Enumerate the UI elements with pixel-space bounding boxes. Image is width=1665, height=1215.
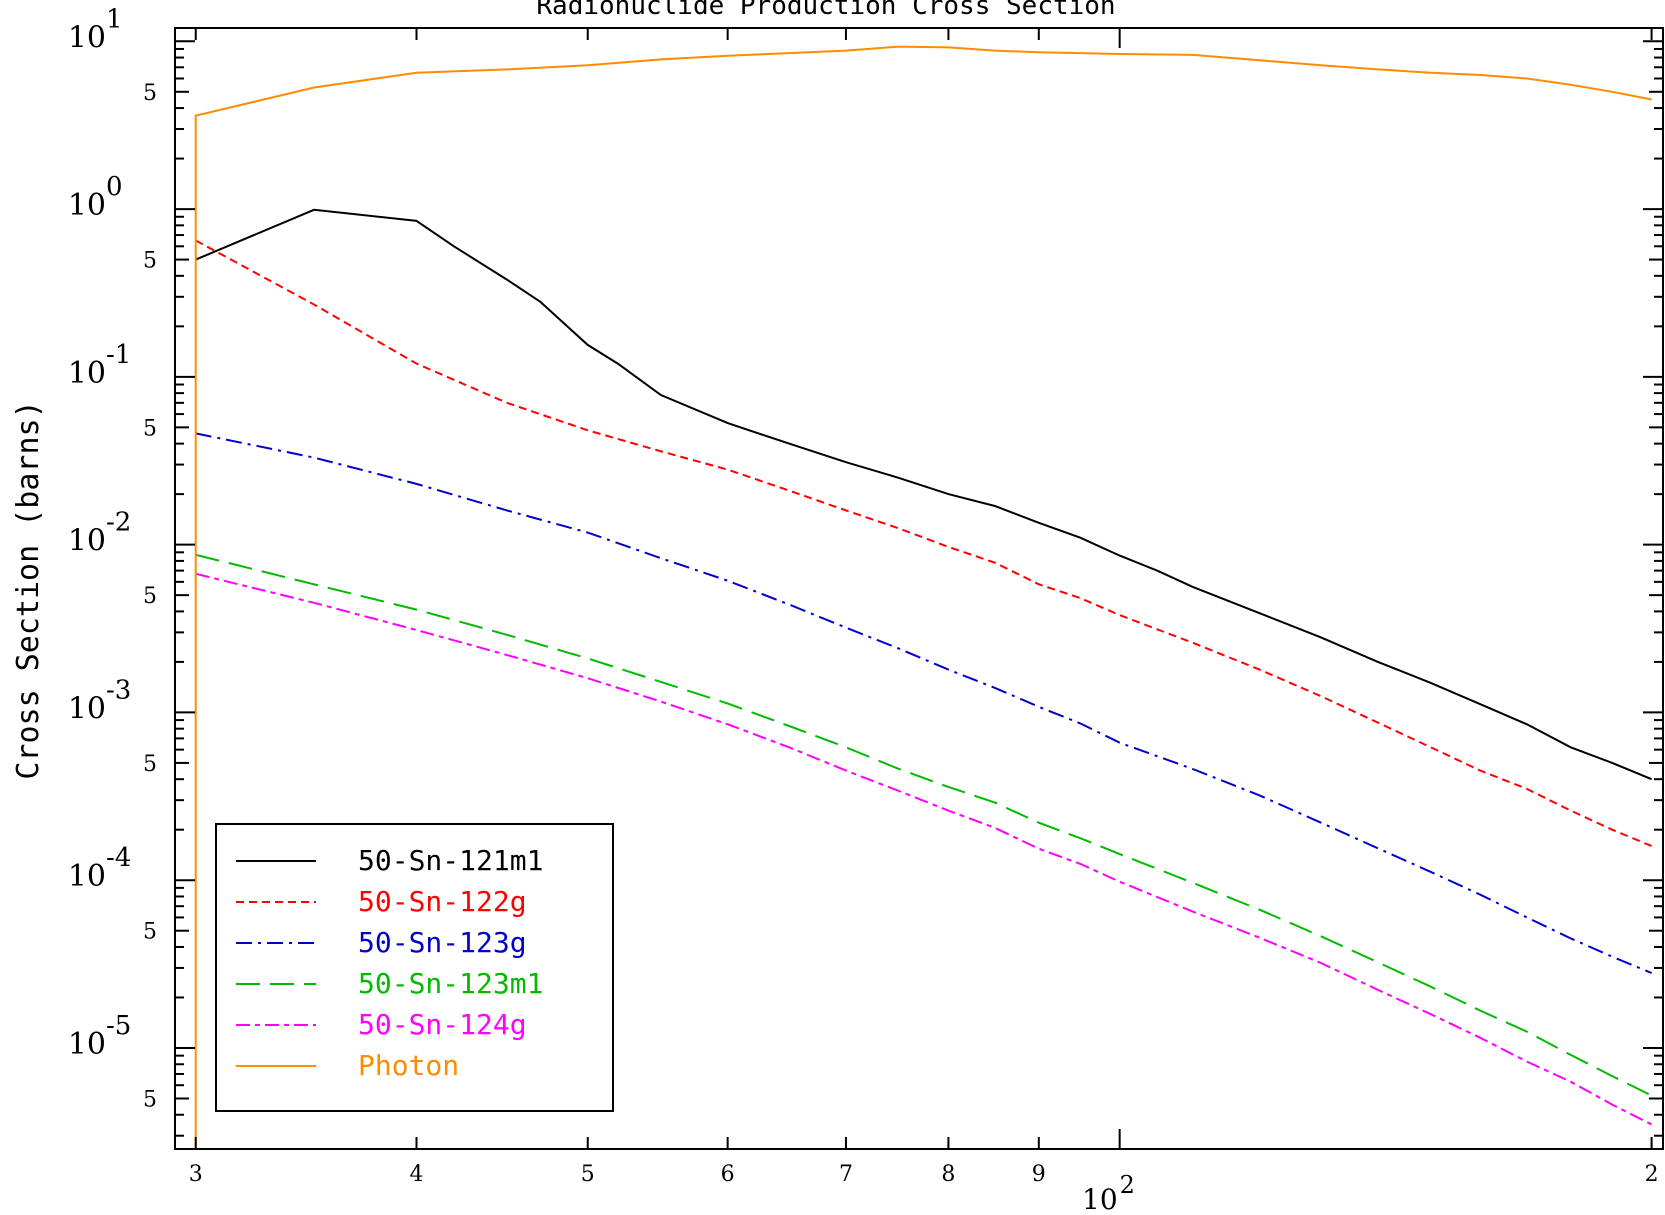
- x-decade-label-exp: 2: [1120, 1171, 1135, 1199]
- y-tick-label-exp: -2: [106, 508, 131, 538]
- legend-label: Photon: [358, 1049, 459, 1082]
- x-tick-label: 4: [410, 1162, 424, 1187]
- x-tick-label: 3: [189, 1162, 203, 1187]
- y-minor-tick-label: 5: [143, 249, 157, 274]
- legend-label: 50-Sn-121m1: [358, 844, 543, 877]
- y-axis-label: Cross Section (barns): [11, 400, 46, 779]
- legend-label: 50-Sn-122g: [358, 885, 527, 918]
- y-tick-label-exp: -1: [106, 340, 131, 370]
- x-tick-label: 8: [941, 1162, 955, 1187]
- series-line-50-sn-121m1: [195, 208, 1652, 781]
- y-minor-tick-label: 5: [143, 1087, 157, 1112]
- series-layer: [194, 45, 1653, 1149]
- y-tick-label-base: 10: [68, 524, 106, 559]
- y-tick-label-base: 10: [68, 1027, 106, 1062]
- x-tick-label: 2: [1645, 1162, 1659, 1187]
- x-decade-label-base: 10: [1082, 1183, 1118, 1215]
- legend-box: [215, 823, 614, 1112]
- series-line-50-sn-123m1: [195, 553, 1653, 1097]
- y-tick-label-exp: 0: [106, 172, 123, 202]
- y-tick-label-base: 10: [68, 188, 106, 223]
- y-tick-label-base: 10: [68, 356, 106, 391]
- y-minor-tick-label: 5: [143, 920, 157, 945]
- y-tick-label-base: 10: [68, 859, 106, 894]
- legend-label: 50-Sn-123g: [358, 926, 527, 959]
- series-line-50-sn-122g: [195, 239, 1652, 847]
- y-minor-tick-label: 5: [143, 416, 157, 441]
- y-minor-tick-label: 5: [143, 584, 157, 609]
- y-minor-tick-label: 5: [143, 752, 157, 777]
- legend-label: 50-Sn-123m1: [358, 967, 543, 1000]
- y-tick-label-exp: -3: [106, 675, 131, 705]
- x-tick-label: 6: [721, 1162, 735, 1187]
- y-tick-label-exp: 1: [106, 4, 123, 34]
- plot-frame: [174, 27, 1664, 1150]
- y-tick-label-base: 10: [68, 691, 106, 726]
- series-line-photon: [194, 45, 1652, 1149]
- y-tick-label-exp: -5: [106, 1011, 131, 1041]
- y-tick-label-base: 10: [68, 20, 106, 55]
- x-tick-label: 7: [839, 1162, 853, 1187]
- series-line-50-sn-124g: [195, 572, 1653, 1126]
- x-tick-label: 9: [1032, 1162, 1046, 1187]
- axis-ticks: 3 4 5 6 7 8 9 210 210110010-110-210-310-410-5555…: [68, 4, 1663, 1215]
- legend-label: 50-Sn-124g: [358, 1008, 527, 1041]
- y-tick-label-exp: -4: [106, 843, 131, 873]
- series-line-50-sn-123g: [195, 432, 1652, 974]
- chart-title: Radionuclide Production Cross Section: [536, 0, 1115, 21]
- legend: 50-Sn-121m1 50-Sn-122g 50-Sn-123g 50-Sn-123…: [215, 823, 614, 1112]
- x-tick-label: 5: [581, 1162, 595, 1187]
- y-minor-tick-label: 5: [143, 81, 157, 106]
